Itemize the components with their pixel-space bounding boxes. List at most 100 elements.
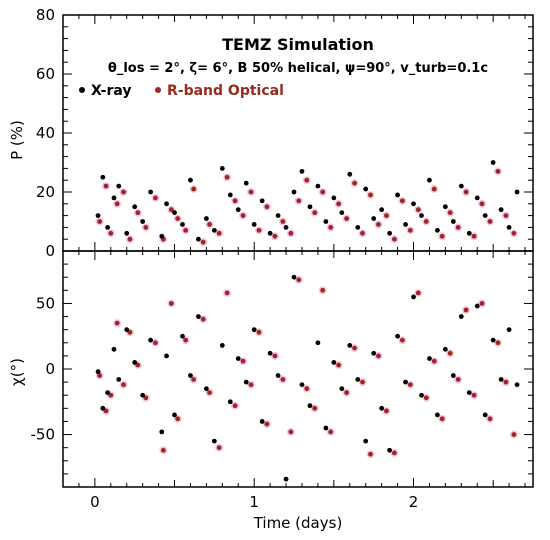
bottom-xray-point [323, 425, 329, 431]
top-rband-point [487, 219, 493, 224]
bottom-xray-point [259, 419, 265, 424]
bottom-xray-point [450, 373, 456, 378]
bottom-xray-point [111, 346, 117, 352]
top-xray-point [275, 213, 281, 219]
top-rband-point [280, 219, 286, 224]
bottom-xray-point [203, 386, 209, 392]
legend: X-ray R-band Optical [79, 83, 284, 99]
top-rband-point [304, 177, 310, 183]
top-xray-point [219, 166, 225, 171]
top-xray-point [243, 180, 249, 186]
top-rband-point [312, 210, 318, 216]
top-rband-point [114, 201, 120, 207]
top-xray-point [427, 177, 432, 183]
bottom-xray-point [291, 274, 297, 280]
top-xray-point [124, 230, 130, 236]
bottom-xray-point [442, 346, 448, 352]
bottom-rband-point [114, 320, 120, 326]
top-xray-point [506, 225, 512, 230]
bottom-xray-point [435, 412, 440, 418]
top-rband-point [336, 201, 342, 207]
bottom-rband-point [479, 301, 485, 306]
bottom-rband-point [168, 301, 174, 306]
x-tick-label: 1 [249, 493, 259, 511]
bottom-xray-point [159, 429, 165, 435]
bottom-rband-point [423, 395, 429, 401]
top-xray-point [140, 219, 146, 224]
top-rband-point [207, 222, 212, 227]
bottom-xray-point [164, 353, 169, 359]
bottom-xray-point [506, 327, 512, 333]
bottom-xray-point [427, 356, 432, 361]
top-rband-point [431, 186, 437, 192]
top-xray-point [180, 222, 185, 227]
top-rband-point [352, 180, 357, 186]
top-xray-point [105, 225, 111, 230]
bottom-rband-point [248, 382, 254, 388]
bottom-xray-point [148, 337, 154, 343]
bottom-xray-point [116, 377, 122, 382]
bottom-xray-point [172, 412, 177, 418]
top-rband-point [511, 230, 517, 236]
bottom-rband-point [135, 362, 141, 368]
top-rband-point [320, 189, 326, 195]
top-rband-point [256, 227, 262, 233]
top-xray-point [395, 192, 400, 198]
top-y-tick-label: 20 [36, 183, 55, 201]
bottom-rband-point [288, 429, 294, 435]
top-xray-point [95, 213, 101, 219]
bottom-rband-point [216, 445, 222, 451]
top-xray-point [331, 195, 337, 201]
bottom-xray-point [307, 403, 313, 409]
bottom-xray-point [100, 405, 106, 411]
top-xray-point [450, 219, 456, 224]
top-xray-point [227, 192, 233, 198]
top-xray-point [111, 195, 117, 201]
bottom-rband-point [264, 421, 270, 427]
bottom-rband-point [463, 307, 469, 313]
bottom-rband-point [320, 287, 326, 293]
x-tick-label: 2 [409, 493, 419, 511]
legend-marker-rband [155, 87, 161, 93]
bottom-rband-point [224, 290, 230, 296]
top-rband-point [103, 183, 109, 189]
top-xray-point [387, 230, 393, 236]
top-rband-point [108, 230, 114, 236]
bottom-rband-point [399, 337, 405, 343]
top-rband-point [224, 174, 230, 180]
top-rband-point [264, 204, 270, 210]
top-xray-point [482, 213, 488, 219]
top-rband-point [121, 189, 126, 195]
bottom-rband-point [304, 386, 310, 392]
chart-subtitle: θ_los = 2°, ζ= 6°, B 50% helical, ψ=90°,… [108, 61, 488, 76]
bottom-rband-point [336, 362, 342, 368]
top-rband-point [376, 222, 381, 227]
bottom-rband-point [183, 337, 189, 343]
top-xray-point [172, 210, 177, 216]
bottom-xray-point [95, 369, 101, 375]
bottom-rband-point [200, 316, 206, 322]
bottom-xray-point [315, 340, 321, 346]
bottom-xray-point [105, 390, 111, 395]
top-y-tick-label: 0 [45, 242, 55, 260]
top-rband-point [328, 225, 334, 230]
bottom-xray-point [331, 360, 337, 365]
top-xray-point [291, 189, 297, 195]
top-rband-point [216, 230, 222, 236]
top-xray-point [283, 225, 289, 230]
top-rband-point [272, 233, 278, 239]
bottom-rband-point [439, 416, 445, 422]
top-rband-point [296, 198, 302, 204]
bottom-xray-point [227, 399, 233, 405]
top-xray-point [116, 183, 122, 189]
bottom-xray-point [251, 327, 257, 333]
bottom-rband-point [207, 390, 212, 395]
legend-marker-xray [79, 87, 85, 93]
bottom-rband-point [487, 416, 493, 422]
top-rband-point [391, 236, 397, 242]
bottom-rband-point [455, 377, 461, 382]
top-rband-point [407, 227, 413, 233]
bottom-rband-point [344, 390, 349, 395]
bottom-rband-point [280, 377, 286, 382]
top-rband-point [232, 198, 238, 204]
